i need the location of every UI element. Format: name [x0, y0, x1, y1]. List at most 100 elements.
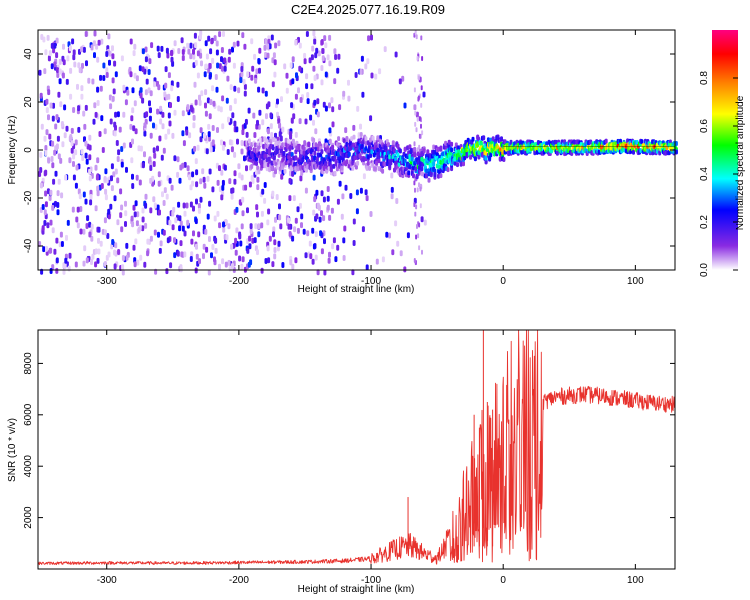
spectrogram-cell — [178, 225, 182, 232]
spectrogram-cell — [486, 137, 490, 143]
spectrogram-cell — [265, 166, 269, 172]
spectrogram-cell — [296, 227, 300, 234]
spectrogram-cell — [220, 56, 223, 63]
spectrogram-cell — [230, 243, 234, 250]
spectrogram-cell — [331, 243, 335, 250]
spectrogram-cell — [278, 131, 282, 137]
spectrogram-cell — [130, 115, 134, 122]
spectrogram-cell — [119, 188, 123, 195]
spectrogram-cell — [231, 46, 234, 53]
spectrogram-cell — [198, 258, 201, 265]
spectrogram-cell — [240, 148, 244, 155]
spectrogram-cell — [264, 143, 268, 149]
spectrogram-cell — [193, 145, 197, 152]
spectrogram-cell — [213, 35, 217, 42]
spectrogram-cell — [94, 205, 98, 212]
spectrogram-cell — [420, 35, 423, 41]
spectrogram-cell — [105, 51, 109, 57]
spectrogram-cell — [256, 165, 260, 171]
spectrogram-cell — [237, 163, 241, 170]
spectrogram-cell — [294, 131, 298, 138]
spectrogram-cell — [221, 95, 225, 102]
spectrogram-cell — [282, 151, 286, 156]
snr-x-ticks: -300 -200 -100 0 100 — [97, 330, 644, 586]
spectrogram-cell — [238, 172, 242, 179]
spectrogram-cell — [173, 40, 177, 47]
spectrogram-cell — [141, 216, 145, 223]
spectrogram-cell — [269, 112, 273, 119]
spectrogram-cell — [356, 160, 360, 166]
spectrogram-cell — [178, 215, 182, 222]
spectrogram-cell — [450, 141, 454, 147]
spectrogram-cell — [88, 168, 92, 175]
spectrogram-cell — [211, 244, 215, 250]
spectrogram-cell — [135, 174, 139, 181]
spectrogram-cell — [303, 52, 307, 59]
spectrogram-cell — [225, 234, 229, 241]
spectrogram-cell — [285, 72, 289, 79]
spectrogram-cell — [332, 163, 336, 169]
spectrogram-cell — [305, 83, 309, 90]
spectrogram-cell — [59, 101, 63, 108]
spectrogram-cell — [77, 188, 81, 195]
spectrogram-cell — [208, 236, 211, 242]
spectrogram-cell — [124, 200, 127, 207]
spectrogram-cell — [403, 266, 407, 273]
spectrogram-cell — [271, 81, 275, 88]
spectrogram-cell — [272, 226, 276, 233]
spectrogram-cell — [260, 267, 264, 274]
spectrogram-cell — [125, 254, 129, 261]
spectrogram-cell — [327, 147, 331, 153]
spectrogram-cell — [221, 258, 225, 265]
spectrogram-cell — [439, 145, 443, 151]
spectrogram-cell — [74, 149, 78, 156]
spectrogram-cell — [234, 249, 238, 256]
spectrogram-cell — [437, 173, 440, 179]
snr-y-ticks: 2000 4000 6000 8000 — [23, 352, 675, 529]
x-tick-label: -200 — [229, 575, 249, 586]
spectrogram-cell — [366, 160, 370, 166]
spectrogram-cell — [254, 77, 258, 84]
spectrogram-cell — [284, 137, 288, 143]
spectrogram-cell — [375, 160, 379, 166]
spectrogram-cell — [109, 203, 113, 210]
spectrogram-cell — [45, 107, 49, 114]
spectrogram-cell — [308, 240, 312, 247]
spectrogram-cell — [406, 145, 410, 151]
spectrogram-cell — [321, 55, 325, 62]
spectrogram-cell — [154, 124, 158, 130]
spectrogram-cell — [157, 52, 161, 59]
spectrogram-cell — [130, 157, 134, 164]
spectrogram-cell — [121, 255, 125, 261]
spectrogram-cell — [159, 118, 163, 125]
spectrogram-cell — [247, 107, 251, 114]
spectrogram-cell — [158, 247, 162, 254]
spectrogram-cell — [80, 93, 84, 100]
spectrogram-cell — [416, 224, 418, 229]
spectrogram-cell — [255, 156, 258, 162]
spectrogram-cell — [674, 149, 678, 155]
spectrogram-cell — [266, 43, 270, 50]
spectrogram-cell — [164, 82, 168, 89]
spectrogram-cell — [256, 176, 260, 183]
spectrogram-cell — [359, 132, 363, 137]
spectrogram-cell — [250, 38, 254, 45]
spectrogram-cell — [179, 164, 183, 171]
spectrogram-cell — [71, 38, 75, 45]
spectrogram-cell — [218, 165, 221, 172]
spectrogram-cell — [658, 150, 662, 156]
spectrogram-cell — [356, 105, 360, 112]
spectrogram-cell — [500, 136, 503, 142]
spectrogram-cell — [55, 257, 59, 264]
spectrogram-cell — [109, 103, 113, 110]
spectrogram-cell — [536, 140, 540, 146]
x-tick-label: -100 — [361, 276, 381, 287]
spectrogram-cell — [278, 166, 282, 172]
spectrogram-cell — [120, 55, 124, 62]
spectrogram-cell — [72, 107, 76, 113]
spectrogram-cell — [331, 121, 335, 128]
spectrogram-cell — [180, 251, 184, 258]
spectrogram-cell — [179, 266, 183, 273]
spectrogram-cell — [82, 110, 86, 117]
spectrogram-cell — [240, 71, 244, 78]
